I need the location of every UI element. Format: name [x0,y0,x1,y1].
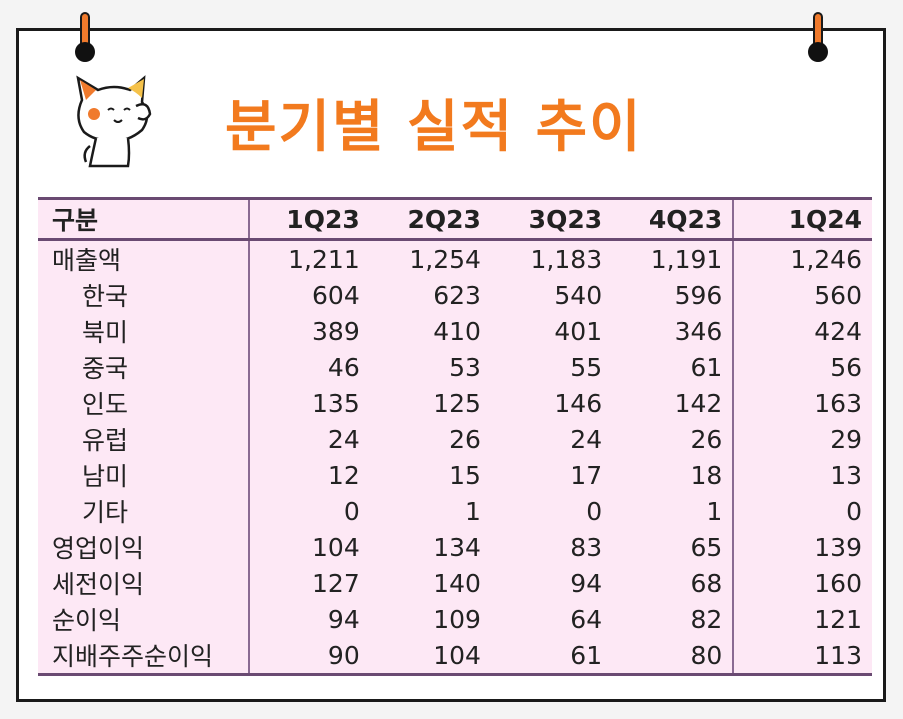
table-cell: 1,211 [247,239,370,277]
table-cell: 139 [732,529,872,565]
header-label: 구분 [38,197,249,241]
header-cell: 1Q23 [247,197,370,241]
table-row: 세전이익 127 140 94 68 160 [38,565,872,601]
table-cell: 17 [570,460,603,490]
table-cell: 0 [732,493,872,529]
table-cell: 1,246 [732,239,872,277]
table-cell: 1,191 [650,244,723,274]
table-cell: 113 [732,637,872,676]
table-cell: 13 [732,457,872,493]
table-cell: 26 [449,424,481,454]
table-cell: 140 [433,568,481,598]
cat-mascot-icon [76,75,152,168]
row-label: 인도 [82,390,129,419]
table-cell: 83 [570,532,603,562]
table-row: 북미 389 410 401 346 424 [38,313,872,349]
table-cell: 68 [690,568,723,598]
table-cell: 596 [674,280,723,310]
pin-icon [808,12,828,62]
table-cell: 142 [674,388,723,418]
table-cell: 55 [570,352,603,382]
results-table: 구분 1Q23 2Q23 3Q23 4Q23 1Q24 매출액 1,211 1,25… [38,197,872,676]
table-cell: 104 [247,529,370,565]
table-cell: 46 [247,349,370,385]
header-cell: 4Q23 [612,197,734,241]
row-label: 유럽 [82,426,129,455]
results-table-wrapper: 구분 1Q23 2Q23 3Q23 4Q23 1Q24 매출액 1,211 1,25… [38,197,872,676]
table-cell: 24 [247,421,370,457]
header-cell: 3Q23 [490,197,613,241]
row-label: 북미 [82,318,129,347]
table-row: 한국 604 623 540 596 560 [38,277,872,313]
table-cell: 61 [690,352,723,382]
row-label: 순이익 [52,606,122,635]
row-label: 지배주주순이익 [38,637,249,676]
table-cell: 623 [433,280,481,310]
table-cell: 53 [449,352,481,382]
table-cell: 29 [732,421,872,457]
table-cell: 163 [732,385,872,421]
table-cell: 24 [570,424,603,454]
table-cell: 82 [690,604,723,634]
table-row: 순이익 94 109 64 82 121 [38,601,872,637]
table-row: 매출액 1,211 1,254 1,183 1,191 1,246 [38,239,872,277]
row-label: 기타 [82,498,129,527]
table-cell: 604 [247,277,370,313]
table-cell: 94 [247,601,370,637]
table-row: 남미 12 15 17 18 13 [38,457,872,493]
header-cell: 1Q24 [732,197,872,241]
table-cell: 134 [433,532,481,562]
table-cell: 15 [449,460,481,490]
table-cell: 56 [732,349,872,385]
table-cell: 61 [490,637,613,676]
row-label: 한국 [82,282,129,311]
table-cell: 389 [247,313,370,349]
table-cell: 1 [465,496,481,526]
table-cell: 125 [433,388,481,418]
row-label: 세전이익 [52,570,145,599]
table-cell: 104 [369,637,491,676]
row-label: 남미 [82,462,129,491]
table-cell: 410 [433,316,481,346]
table-cell: 94 [570,568,603,598]
pin-icon [75,12,95,62]
table-row: 유럽 24 26 24 26 29 [38,421,872,457]
row-label: 매출액 [52,246,122,275]
header-cell: 2Q23 [369,197,491,241]
table-cell: 346 [674,316,723,346]
table-cell: 160 [732,565,872,601]
table-cell: 0 [586,496,603,526]
table-cell: 560 [732,277,872,313]
table-cell: 401 [554,316,603,346]
table-row: 영업이익 104 134 83 65 139 [38,529,872,565]
table-cell: 1 [706,496,723,526]
page-title: 분기별 실적 추이 [225,95,643,160]
table-cell: 0 [247,493,370,529]
table-cell: 135 [247,385,370,421]
table-cell: 18 [690,460,723,490]
table-row: 중국 46 53 55 61 56 [38,349,872,385]
table-row: 인도 135 125 146 142 163 [38,385,872,421]
table-cell: 146 [554,388,603,418]
table-cell: 540 [554,280,603,310]
table-row: 지배주주순이익 90 104 61 80 113 [38,637,872,676]
row-label: 영업이익 [52,534,145,563]
table-cell: 127 [247,565,370,601]
table-cell: 121 [732,601,872,637]
table-cell: 1,183 [530,244,603,274]
table-row: 기타 0 1 0 1 0 [38,493,872,529]
table-cell: 109 [433,604,481,634]
table-cell: 80 [612,637,734,676]
table-cell: 64 [570,604,603,634]
table-cell: 12 [247,457,370,493]
row-label: 중국 [82,354,129,383]
table-cell: 1,254 [409,244,481,274]
table-cell: 90 [247,637,370,676]
table-cell: 424 [732,313,872,349]
table-header-row: 구분 1Q23 2Q23 3Q23 4Q23 1Q24 [38,197,872,241]
table-cell: 26 [690,424,723,454]
table-cell: 65 [690,532,723,562]
